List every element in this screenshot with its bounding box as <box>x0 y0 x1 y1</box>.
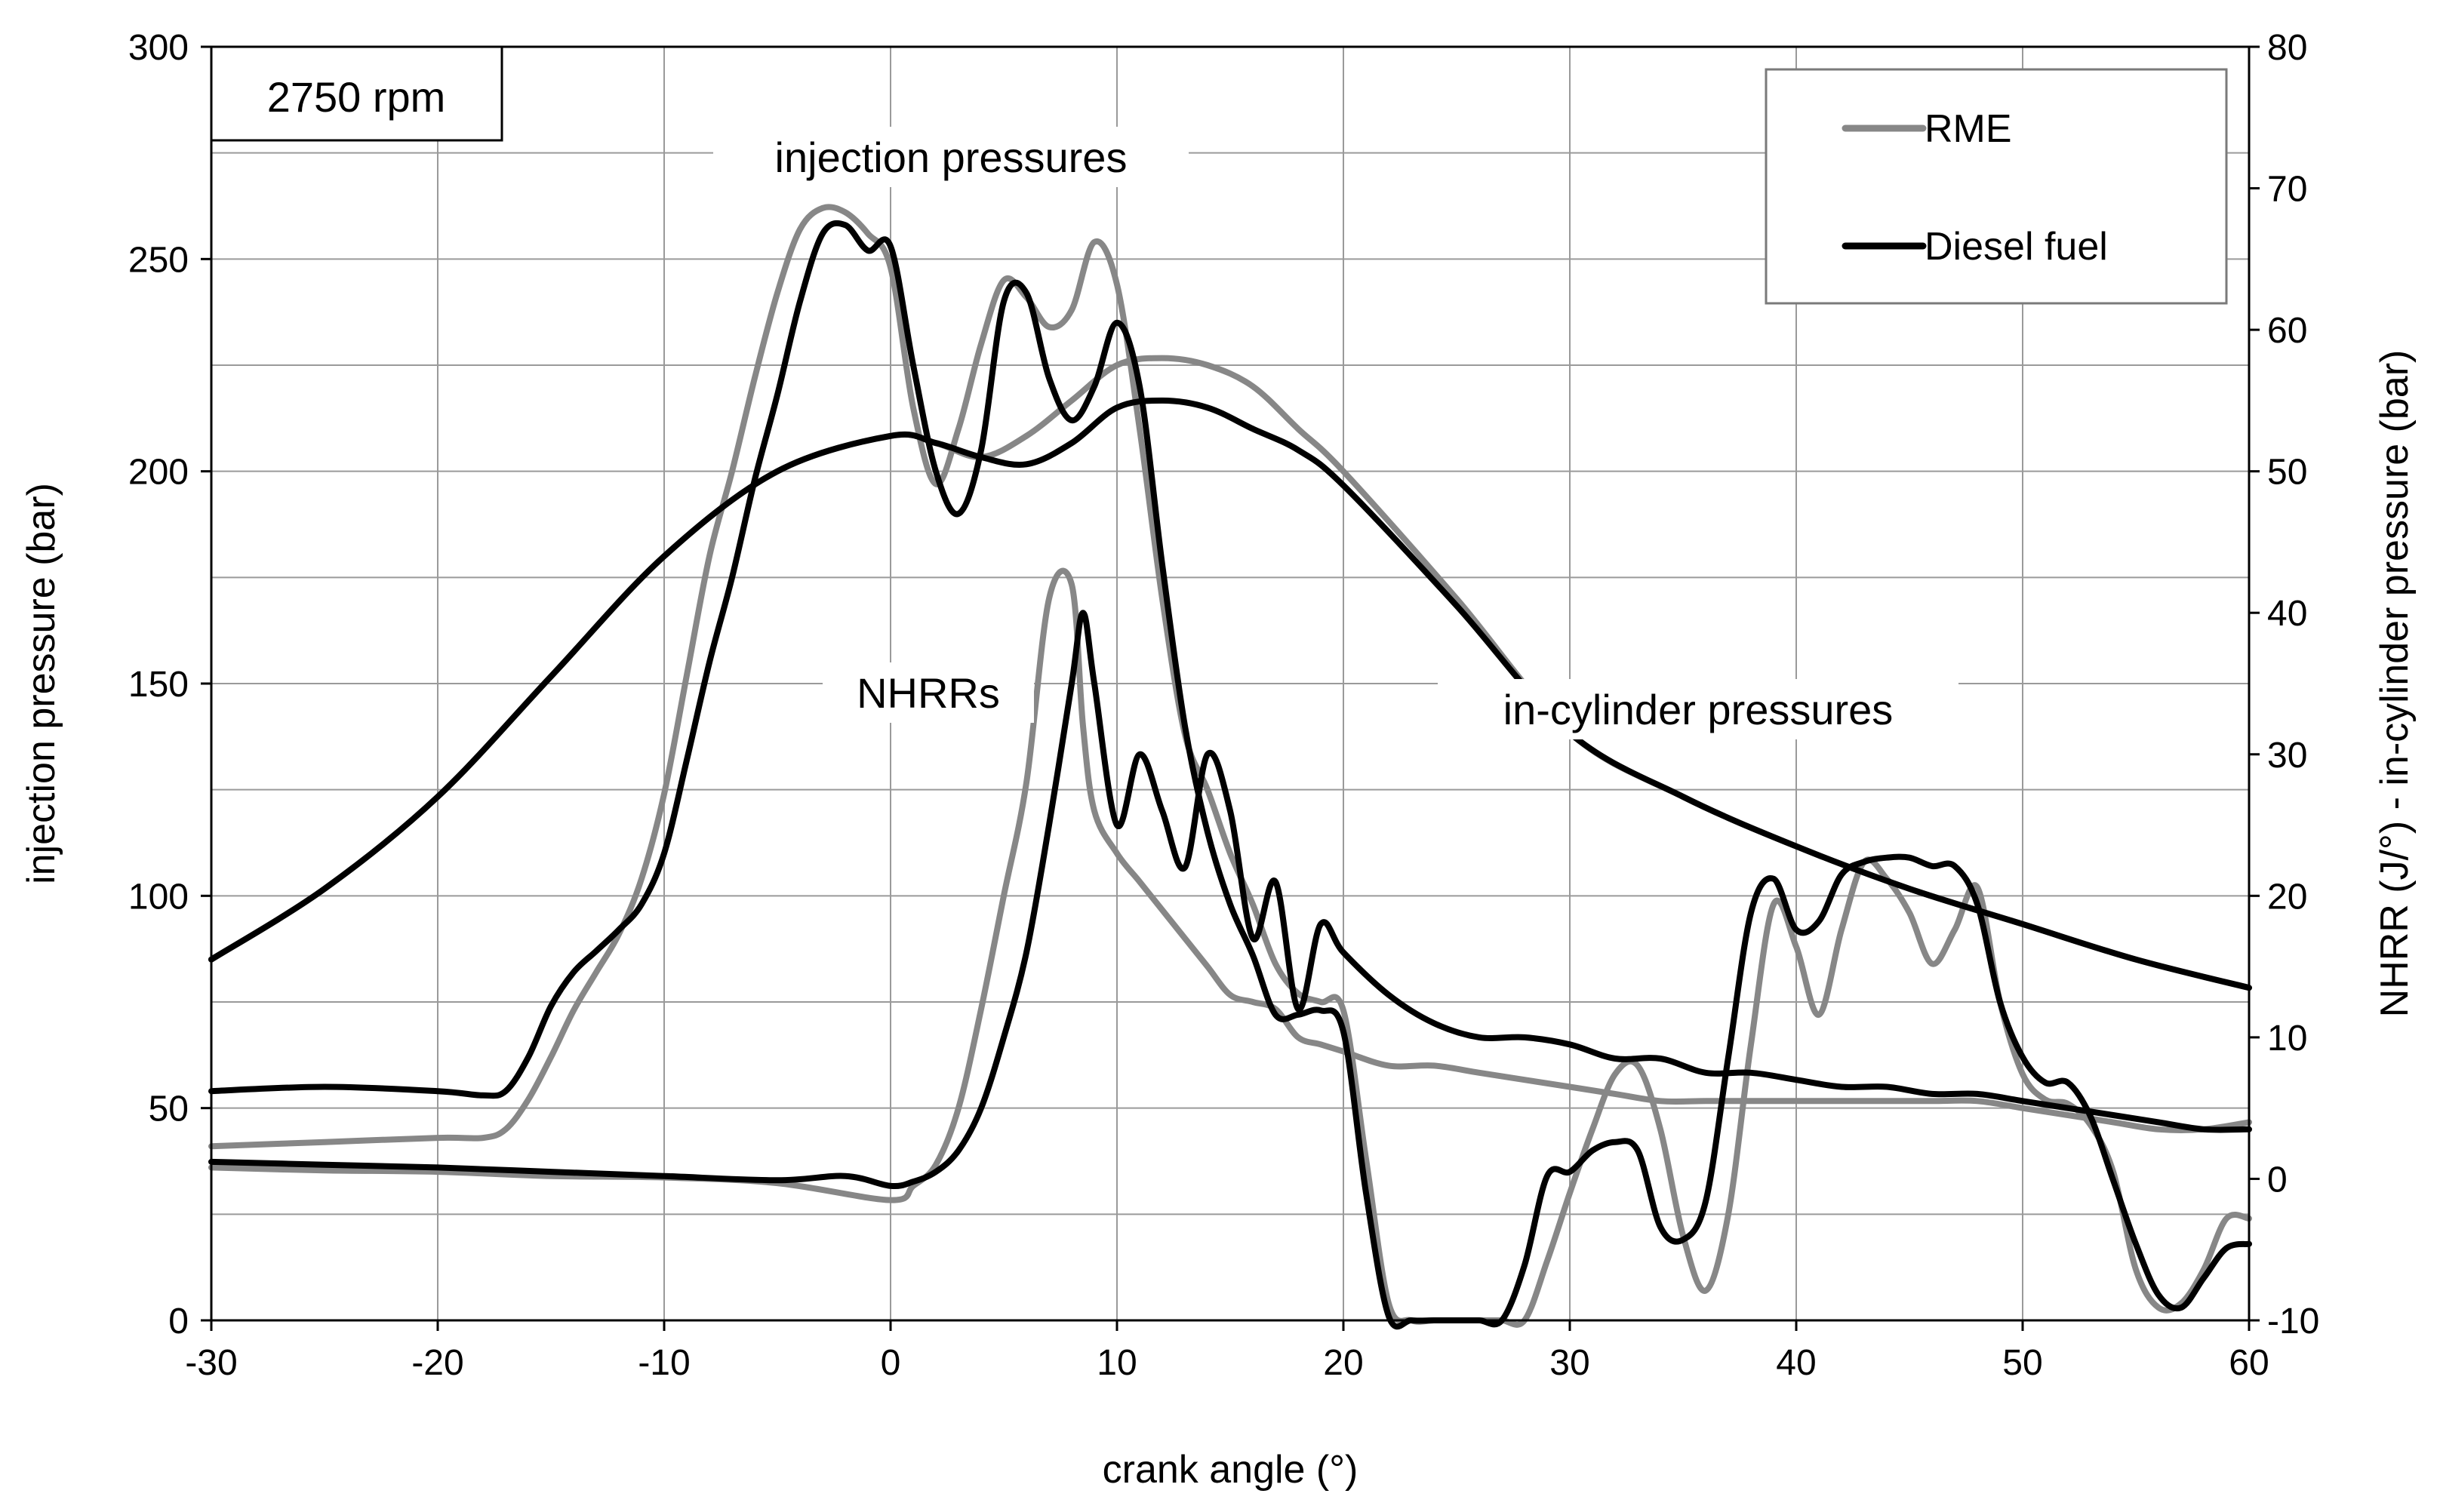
legend-label-rme: RME <box>1925 107 2012 151</box>
series-layer <box>208 204 2252 1330</box>
right-y-tick-label: 0 <box>2267 1160 2288 1200</box>
right-y-tick-labels: -10 0 10 20 30 40 50 60 70 80 <box>2267 28 2319 1341</box>
right-y-tick-label: 30 <box>2267 736 2307 776</box>
x-tick-label: -20 <box>411 1343 463 1383</box>
left-y-tick-label: 100 <box>128 877 189 917</box>
right-y-tick-label: 80 <box>2267 28 2307 68</box>
speed-label-box <box>210 45 503 142</box>
x-tick-label: -10 <box>638 1343 690 1383</box>
rme-nhrr-line <box>208 567 2252 1203</box>
x-tick-labels: -30 -20 -10 0 10 20 30 40 50 60 <box>185 1343 2269 1383</box>
in-cylinder-pressures-label: in-cylinder pressures <box>1503 686 1894 733</box>
speed-label: 2750 rpm <box>267 73 446 121</box>
left-y-tick-labels: 0 50 100 150 200 250 300 <box>128 28 189 1341</box>
left-y-tick-label: 250 <box>128 240 189 280</box>
right-y-tick-label: 60 <box>2267 311 2307 351</box>
injection-pressures-label: injection pressures <box>775 134 1128 181</box>
left-y-tick-label: 0 <box>168 1301 189 1341</box>
x-tick-label: -30 <box>185 1343 237 1383</box>
left-y-tick-label: 200 <box>128 453 189 493</box>
right-y-tick-label: 70 <box>2267 170 2307 210</box>
x-tick-label: 60 <box>2229 1343 2269 1383</box>
cylinder-label-bg <box>1438 679 1958 739</box>
left-y-tick-label: 150 <box>128 665 189 705</box>
right-y-tick-label: 10 <box>2267 1019 2307 1059</box>
diesel-fuel-in-cylinder-pressure-line <box>208 397 2252 991</box>
injection-label-bg <box>713 127 1189 187</box>
x-tick-label: 0 <box>881 1343 901 1383</box>
legend-box <box>1765 68 2228 305</box>
left-y-tick-label: 300 <box>128 28 189 68</box>
diesel-fuel-injection-pressure-line <box>208 220 2252 1330</box>
legend: RME Diesel fuel <box>1765 68 2228 305</box>
x-tick-label: 50 <box>2002 1343 2042 1383</box>
right-y-tick-label: 20 <box>2267 877 2307 917</box>
x-axis-title: crank angle (°) <box>1103 1448 1358 1492</box>
x-tick-label: 40 <box>1776 1343 1816 1383</box>
left-y-tick-label: 50 <box>149 1089 189 1129</box>
right-y-tick-label: 40 <box>2267 594 2307 634</box>
left-y-axis-title: injection pressure (bar) <box>20 483 63 884</box>
right-y-axis-title: NHRR (J/°) - in-cylinder pressure (bar) <box>2373 350 2417 1018</box>
tick-marks <box>201 45 2260 1331</box>
x-tick-label: 30 <box>1549 1343 1589 1383</box>
legend-label-diesel: Diesel fuel <box>1925 225 2108 269</box>
right-y-tick-label: -10 <box>2267 1301 2319 1341</box>
nhrrs-label: NHRRs <box>857 669 1000 717</box>
diesel-fuel-nhrr-line <box>208 610 2252 1190</box>
x-tick-label: 10 <box>1097 1343 1137 1383</box>
nhrr-label-bg <box>823 662 1034 723</box>
right-y-tick-label: 50 <box>2267 453 2307 493</box>
x-tick-label: 20 <box>1323 1343 1363 1383</box>
